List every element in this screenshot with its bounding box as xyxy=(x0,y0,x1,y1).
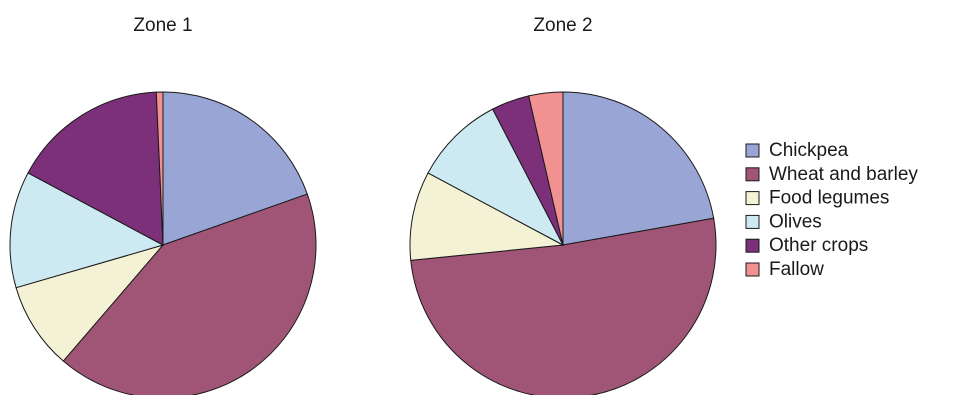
legend-item-chickpea: Chickpea xyxy=(745,140,849,161)
legend-item-wheat-and-barley: Wheat and barley xyxy=(745,164,918,185)
pie-slices-zone-2 xyxy=(409,91,717,395)
legend-item-food-legumes: Food legumes xyxy=(745,188,889,209)
legend-label-fallow: Fallow xyxy=(769,259,824,280)
pie-1-slice-other-crops xyxy=(27,91,164,246)
legend-label-food-legumes: Food legumes xyxy=(769,188,889,209)
legend: Chickpea Wheat and barley Food legumesOliv… xyxy=(745,140,918,280)
legend-swatch-food-legumes xyxy=(745,191,760,206)
legend-swatch-other-crops xyxy=(745,238,760,253)
pie-1-slice-fallow xyxy=(155,91,164,246)
legend-label-other-crops: Other crops xyxy=(769,235,868,256)
legend-label-olives: Olives xyxy=(769,211,822,232)
legend-label-wheat-and-barley: Wheat and barley xyxy=(769,164,918,185)
pie-zone-2: Zone 2 xyxy=(409,15,717,395)
pie-title-zone-1: Zone 1 xyxy=(133,15,192,36)
legend-label-chickpea: Chickpea xyxy=(769,140,849,161)
pie-2-slice-fallow xyxy=(528,91,564,246)
legend-swatch-fallow xyxy=(745,262,760,277)
legend-swatch-chickpea xyxy=(745,143,760,158)
pie-2-slice-food-legumes xyxy=(409,172,565,261)
pie-1-slice-food-legumes xyxy=(15,244,165,362)
pie-zone-1: Zone 1 xyxy=(9,15,317,395)
legend-swatch-wheat-and-barley xyxy=(745,167,760,182)
pie-2-slice-chickpea xyxy=(562,91,715,246)
legend-item-fallow: Fallow xyxy=(745,259,824,280)
pie-2-slice-wheat-and-barley xyxy=(410,217,717,395)
pie-1-slice-wheat-and-barley xyxy=(62,193,317,395)
pie-1-slice-olives xyxy=(9,172,165,289)
legend-item-other-crops: Other crops xyxy=(745,235,868,256)
pie-slices-zone-1 xyxy=(9,91,317,395)
pie-2-slice-olives xyxy=(427,108,565,247)
legend-swatch-olives xyxy=(745,214,760,229)
pie-title-zone-2: Zone 2 xyxy=(533,15,592,36)
legend-item-olives: Olives xyxy=(745,211,822,232)
